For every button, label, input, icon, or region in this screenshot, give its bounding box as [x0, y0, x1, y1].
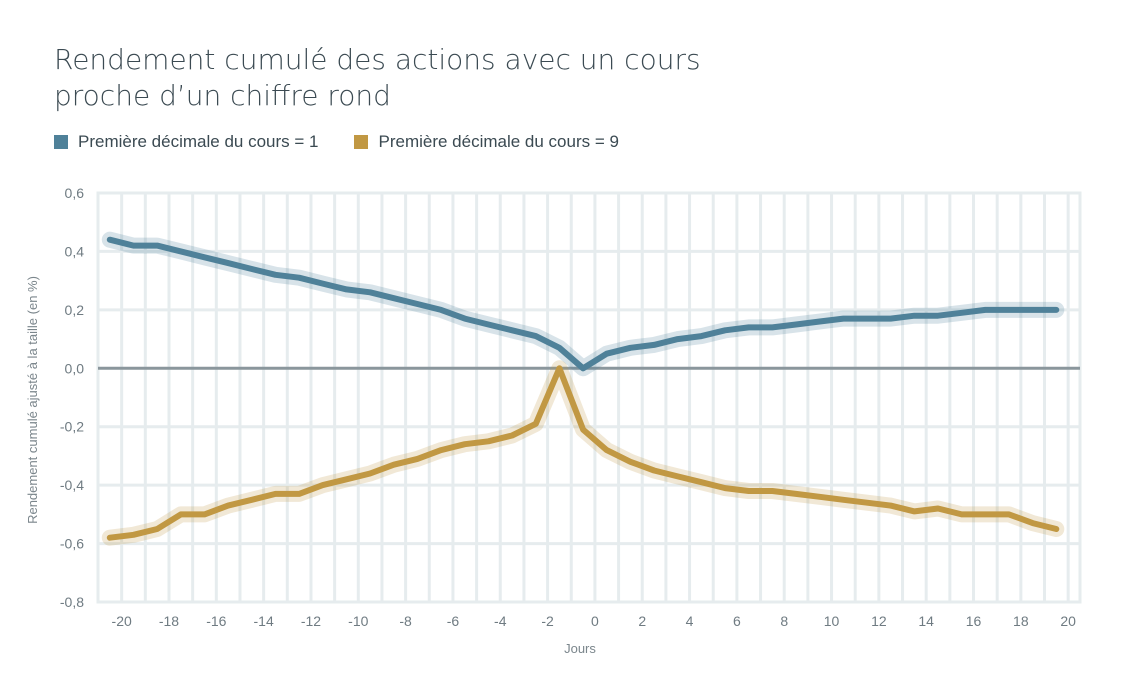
- legend-swatch-blue: [54, 135, 68, 149]
- series-2-line: [106, 365, 1060, 541]
- x-tick-label: 4: [686, 613, 694, 629]
- x-tick-label: 20: [1060, 613, 1076, 629]
- x-axis-label: Jours: [564, 641, 596, 656]
- x-tick-label: -8: [399, 613, 412, 629]
- y-tick-label: -0,8: [60, 594, 84, 610]
- plot-frame: [96, 191, 1082, 604]
- series-1-band: [101, 231, 1065, 377]
- legend-label-series-1: Première décimale du cours = 1: [78, 132, 319, 151]
- legend-label-series-2: Première décimale du cours = 9: [378, 132, 619, 151]
- legend-swatch-gold: [354, 135, 369, 149]
- legend-item-series-1: Première décimale du cours = 1: [54, 132, 318, 152]
- confidence-band-layer: [101, 231, 1065, 546]
- x-tick-label: -18: [159, 613, 179, 629]
- x-tick-label: 14: [918, 613, 934, 629]
- chart-title: Rendement cumulé des actions avec un cou…: [54, 42, 701, 114]
- y-tick-label: 0,0: [65, 360, 85, 376]
- x-tick-label: -16: [206, 613, 226, 629]
- x-tick-label: -14: [254, 613, 274, 629]
- x-tick-label: 8: [780, 613, 788, 629]
- y-tick-label: 0,6: [65, 185, 85, 201]
- legend-item-series-2: Première décimale du cours = 9: [354, 132, 619, 152]
- chart-legend: Première décimale du cours = 1 Première …: [54, 132, 619, 152]
- x-tick-label: -4: [494, 613, 507, 629]
- x-tick-label: 18: [1013, 613, 1029, 629]
- chart-title-line-1: Rendement cumulé des actions avec un cou…: [54, 43, 701, 76]
- chart-title-line-2: proche d’un chiffre rond: [54, 79, 391, 112]
- x-tick-label: -12: [301, 613, 321, 629]
- x-tick-label: 2: [638, 613, 646, 629]
- y-tick-label: 0,4: [65, 243, 85, 259]
- y-axis-label: Rendement cumulé ajusté à la taille (en …: [25, 276, 40, 524]
- grid-layer: [96, 191, 1082, 604]
- x-tick-label: -10: [348, 613, 368, 629]
- tick-label-layer: 0,60,40,20,0-0,2-0,4-0,6-0,8-20 -18 -16 -14…: [60, 185, 1076, 629]
- y-tick-label: -0,2: [60, 419, 84, 435]
- x-tick-label: -6: [447, 613, 460, 629]
- x-tick-label: 12: [871, 613, 887, 629]
- x-tick-label: 10: [824, 613, 840, 629]
- series-1-line: [106, 236, 1060, 372]
- x-tick-label: -20: [112, 613, 132, 629]
- y-tick-label: -0,4: [60, 477, 84, 493]
- x-tick-label: -2: [541, 613, 554, 629]
- x-tick-label: 16: [966, 613, 982, 629]
- series-line-layer: [106, 236, 1060, 541]
- y-tick-label: -0,6: [60, 536, 84, 552]
- x-tick-label: 0: [591, 613, 599, 629]
- x-tick-label: 6: [733, 613, 741, 629]
- y-tick-label: 0,2: [65, 302, 85, 318]
